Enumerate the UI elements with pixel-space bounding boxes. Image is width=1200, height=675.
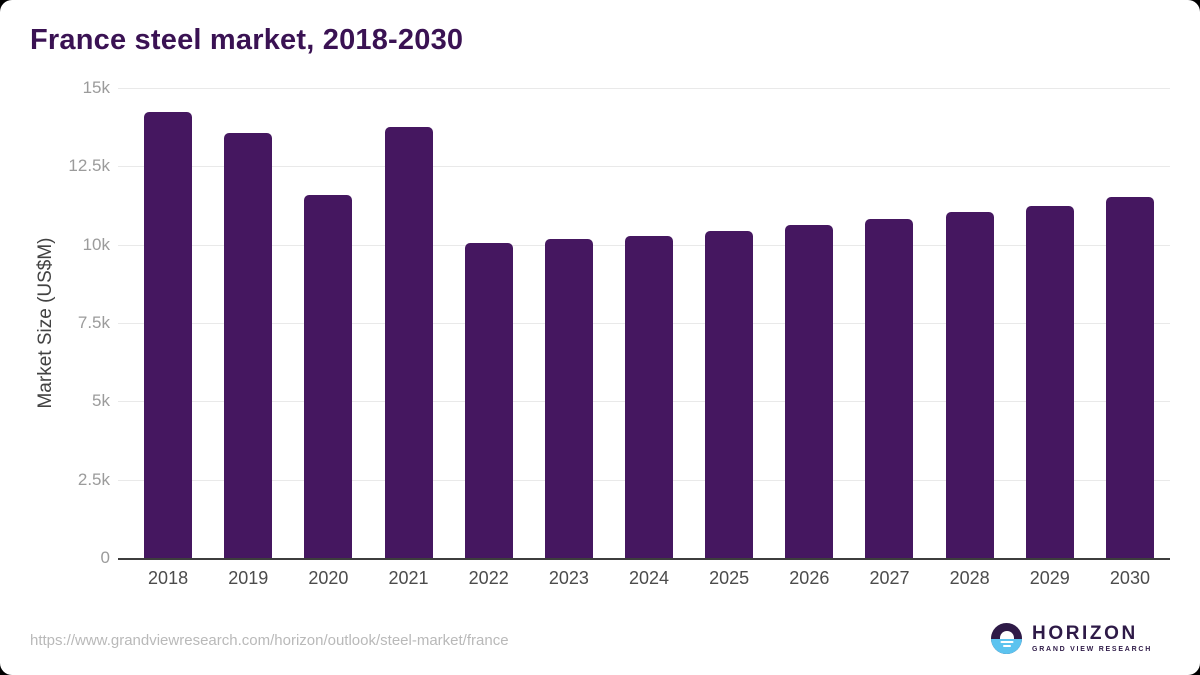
bar-slot — [449, 88, 529, 558]
chart-title: France steel market, 2018-2030 — [30, 24, 464, 56]
x-tick-label: 2018 — [148, 568, 189, 588]
x-tick-label: 2023 — [548, 568, 589, 588]
y-tick-label: 0 — [100, 548, 110, 567]
gridline — [118, 166, 1170, 168]
bar-2026[interactable] — [785, 224, 834, 558]
bar-slot — [128, 88, 208, 558]
logo-sea-shape — [991, 638, 1023, 654]
bar-slot — [849, 88, 929, 558]
bar-slot — [208, 88, 288, 558]
x-tick-label: 2020 — [308, 568, 349, 588]
bar-2021[interactable] — [384, 126, 433, 558]
bar-2020[interactable] — [304, 195, 353, 558]
logo-subtitle: GRAND VIEW RESEARCH — [1032, 645, 1152, 653]
gridline — [118, 88, 1170, 89]
horizon-logo: HORIZON GRAND VIEW RESEARCH — [991, 623, 1152, 654]
y-tick-label: 10k — [82, 234, 110, 254]
bar-2019[interactable] — [224, 132, 273, 558]
y-tick-label: 2.5k — [77, 469, 110, 489]
y-tick-label: 15k — [82, 78, 110, 97]
x-tick-label: 2019 — [228, 568, 269, 588]
bar-slot — [529, 88, 609, 558]
y-tick-label: 12.5k — [68, 156, 110, 176]
bar-2023[interactable] — [544, 238, 593, 558]
bar-2029[interactable] — [1025, 205, 1074, 558]
bar-slot — [609, 88, 689, 558]
logo-text: HORIZON GRAND VIEW RESEARCH — [1032, 624, 1152, 653]
x-axis-labels: 2018 2019 2020 2021 2022 2023 2024 2025 2026 2027… — [118, 568, 1170, 589]
bar-2030[interactable] — [1105, 197, 1154, 558]
bar-slot — [1090, 88, 1170, 558]
x-tick-label: 2027 — [869, 568, 910, 588]
y-axis-ticks: 15k 12.5k 10k 7.5k 5k 2.5k 0 — [0, 78, 110, 567]
bar-2024[interactable] — [625, 235, 674, 558]
bar-2028[interactable] — [945, 212, 994, 558]
bar-slot — [769, 88, 849, 558]
bar-slot — [368, 88, 448, 558]
source-url: https://www.grandviewresearch.com/horizo… — [30, 632, 509, 649]
bar-series — [118, 88, 1170, 558]
x-tick-label: 2025 — [709, 568, 750, 588]
bar-2027[interactable] — [865, 218, 914, 558]
bar-slot — [689, 88, 769, 558]
bar-slot — [288, 88, 368, 558]
x-tick-label: 2024 — [628, 568, 670, 588]
bar-2022[interactable] — [464, 243, 513, 558]
bar-slot — [1010, 88, 1090, 558]
x-tick-label: 2028 — [949, 568, 990, 588]
x-tick-label: 2030 — [1109, 568, 1150, 588]
plot-area — [118, 88, 1170, 560]
y-tick-label: 7.5k — [77, 313, 110, 332]
logo-sun-shape — [999, 631, 1014, 639]
x-tick-label: 2022 — [468, 568, 509, 588]
x-tick-label: 2029 — [1029, 568, 1070, 588]
x-tick-label: 2026 — [789, 568, 830, 588]
bar-2018[interactable] — [144, 111, 193, 558]
x-tick-label: 2021 — [388, 568, 429, 588]
bar-2025[interactable] — [705, 230, 754, 558]
horizon-sun-icon — [991, 623, 1023, 654]
logo-reflection-line — [1002, 645, 1011, 648]
logo-reflection-line — [1000, 640, 1014, 643]
y-tick-label: 5k — [92, 391, 110, 411]
logo-title: HORIZON — [1032, 623, 1138, 645]
bar-slot — [930, 88, 1010, 558]
